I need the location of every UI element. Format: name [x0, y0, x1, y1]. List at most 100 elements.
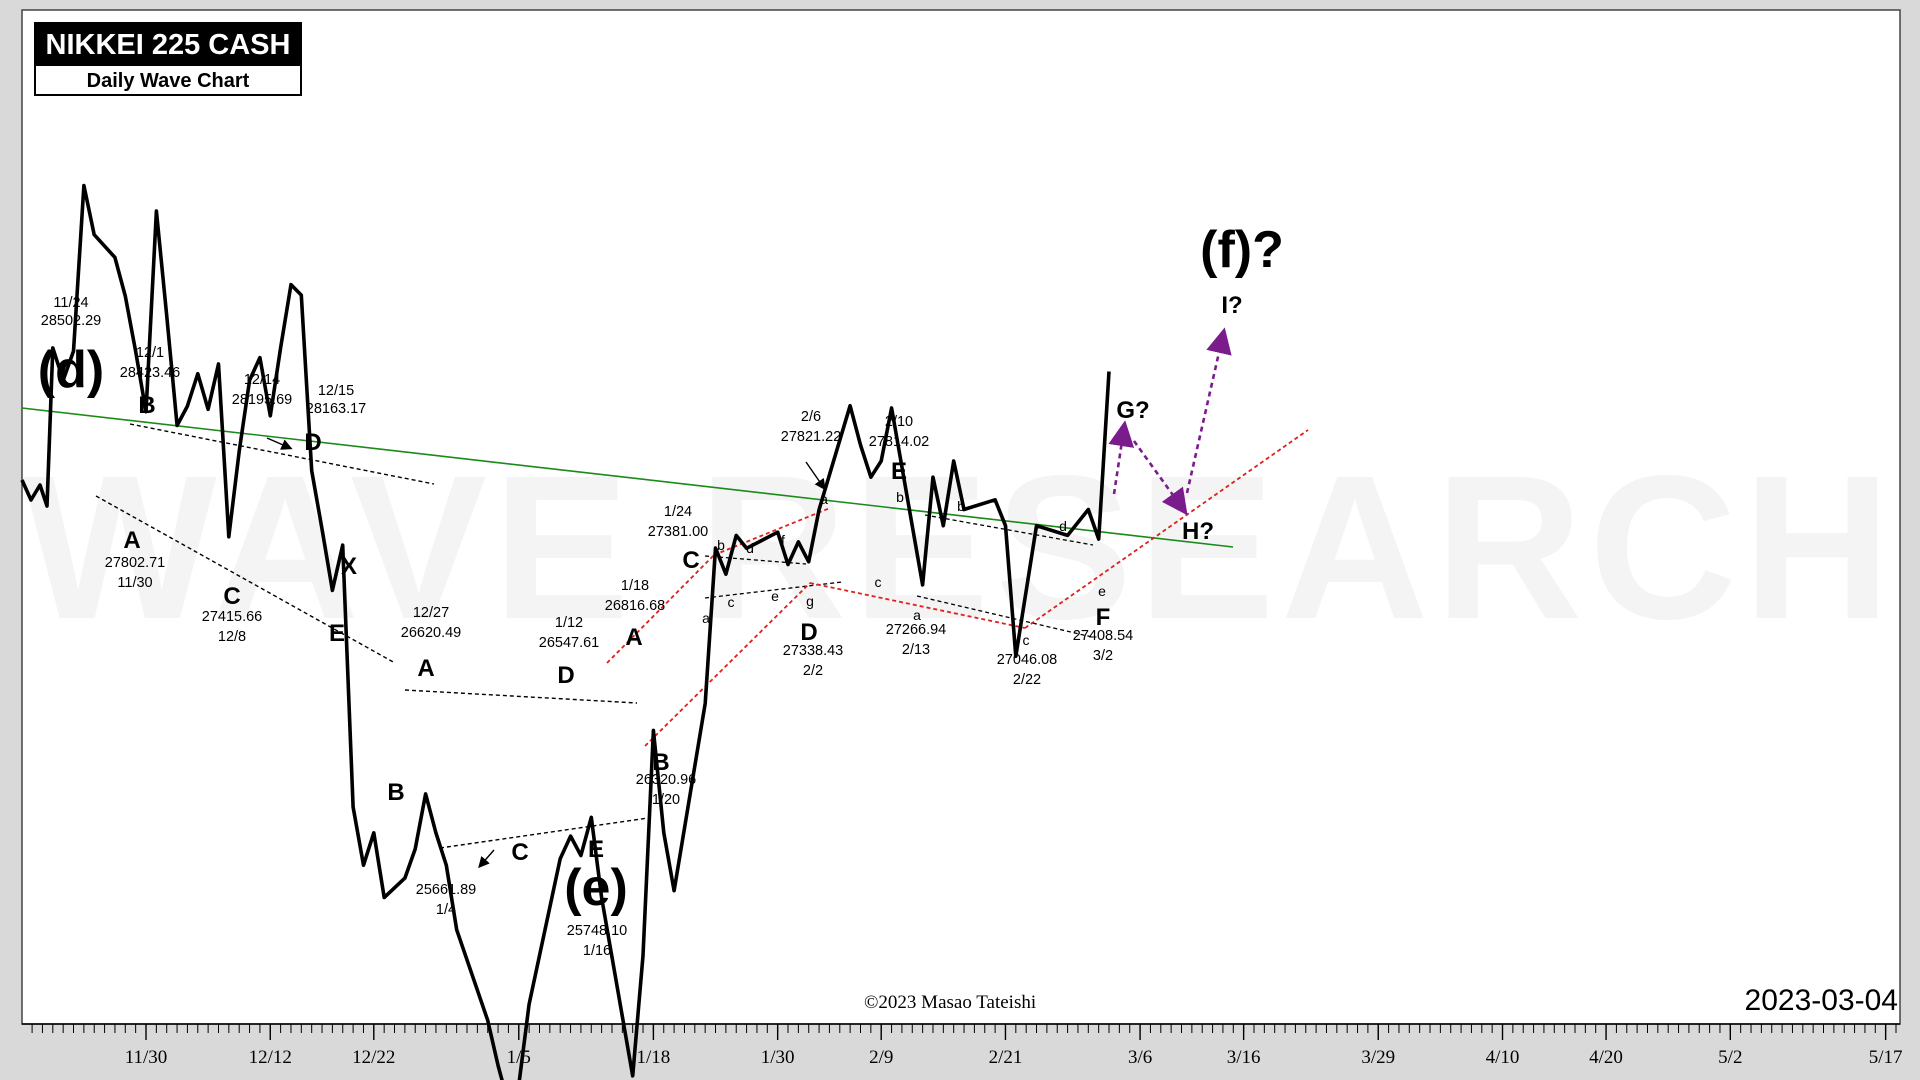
triangle2-top [924, 514, 1094, 546]
annotation-line2: 26620.49 [401, 625, 461, 641]
pointer-arrow [478, 849, 495, 869]
wave-label: (d) [38, 341, 104, 399]
price-series [20, 183, 1111, 1080]
annotation-line2: 1/16 [583, 943, 611, 959]
wave-labels: (d)BACDXEABCDE(e)ABCDEFG?H?I?(f)?abcdefg… [38, 221, 1284, 917]
wave-label: A [625, 624, 642, 651]
plot-background [21, 9, 1901, 1025]
wave-label: (e) [564, 859, 628, 917]
red-channel-upper-1 [606, 554, 715, 664]
projection-arrows [266, 327, 1232, 869]
wave-label: c [728, 594, 735, 610]
annotation-line2: 3/2 [1093, 648, 1113, 664]
wave-label: D [304, 429, 321, 456]
x-tick-label: 4/20 [1589, 1047, 1623, 1068]
wave-label: e [771, 588, 779, 604]
wave-label: E [588, 836, 604, 863]
wave-label: D [557, 662, 574, 689]
annotation-line1: 11/24 [53, 295, 88, 311]
wave-label: b [957, 498, 965, 514]
x-tick-label: 11/30 [125, 1047, 168, 1068]
annotation-line1: 1/24 [664, 504, 692, 520]
wave-label: b [717, 537, 725, 553]
annotation-line2: 2/13 [902, 642, 930, 658]
x-tick-label: 4/10 [1486, 1047, 1520, 1068]
annotation-line2: 28195.69 [232, 392, 292, 408]
chart-subtitle: Daily Wave Chart [86, 70, 250, 92]
pointer-arrow [805, 461, 826, 491]
lower-trendline-d [95, 495, 396, 664]
x-tick-label: 5/17 [1869, 1047, 1903, 1068]
annotation-line1: 25661.89 [416, 882, 476, 898]
annotation-line2: 26816.68 [605, 598, 665, 614]
x-tick-label: 3/6 [1128, 1047, 1152, 1068]
wave-label: H? [1182, 518, 1214, 545]
price-line [20, 183, 1111, 1080]
x-tick-label: 12/22 [352, 1047, 395, 1068]
wave-label: f [781, 532, 785, 548]
upper-trendline-e [404, 689, 638, 704]
projection-arrow [1132, 440, 1188, 516]
price-annotations: 11/24 28502.29 12/1 28423.46 12/14 28195.69 12… [41, 295, 1133, 959]
x-tick-label: 12/12 [249, 1047, 292, 1068]
wave-label: (f)? [1200, 221, 1284, 279]
wave-label: c [1023, 632, 1030, 648]
wave-label: G? [1116, 397, 1149, 424]
wave-label: d [1059, 518, 1067, 534]
wave-label: B [138, 392, 155, 419]
annotation-line1: 27046.08 [997, 652, 1057, 668]
wave-label: E [891, 458, 907, 485]
annotation-line1: 1/18 [621, 578, 649, 594]
wave-label: c [875, 574, 882, 590]
annotation-line1: 12/27 [413, 605, 449, 621]
chart-title: NIKKEI 225 CASH [36, 24, 300, 66]
red-channel-mid [809, 582, 1026, 629]
x-tick-label: 3/29 [1361, 1047, 1395, 1068]
x-tick-label: 1/30 [761, 1047, 795, 1068]
wave-label: a [913, 607, 921, 623]
annotation-line1: 12/15 [318, 383, 354, 399]
annotation-line1: 27266.94 [886, 622, 946, 638]
annotation-line2: 27381.00 [648, 524, 708, 540]
upper-trendline-d [129, 423, 435, 485]
watermark: WAVE RESEARCH [23, 433, 1897, 662]
annotation-line2: 26547.61 [539, 635, 599, 651]
copyright: ©2023 Masao Tateishi [864, 992, 1037, 1013]
wave-label: D [800, 619, 817, 646]
projection-arrow [1185, 327, 1232, 494]
annotation-line2: 28163.17 [306, 401, 366, 417]
x-tick-label: 2/21 [989, 1047, 1023, 1068]
title-box: NIKKEI 225 CASH Daily Wave Chart [34, 22, 302, 96]
annotation-line2: 2/2 [803, 663, 823, 679]
projection-arrow [1108, 420, 1135, 495]
red-channel-rising [1024, 429, 1309, 629]
x-axis: 11/30 12/12 12/22 1/5 1/18 1/30 2/9 2/21 3/6 3/16… [22, 1023, 1903, 1068]
wave-label: I? [1221, 292, 1242, 319]
wave-label: a [702, 610, 710, 626]
annotation-line1: 12/14 [244, 372, 280, 388]
wave-label: b [896, 489, 904, 505]
wave-label: a [820, 491, 828, 507]
annotation-line2: 27814.02 [869, 434, 929, 450]
annotation-line2: 27821.22 [781, 429, 841, 445]
wave-label: B [652, 749, 669, 776]
x-tick-label: 1/18 [637, 1047, 671, 1068]
wave-label: C [511, 839, 528, 866]
annotation-line1: 12/1 [136, 345, 164, 361]
annotation-line1: 1/12 [555, 615, 583, 631]
annotation-line2: 1/4 [436, 902, 456, 918]
annotation-line2: 1/20 [652, 792, 680, 808]
annotation-line1: 27408.54 [1073, 628, 1133, 644]
x-tick-label: 1/5 [507, 1047, 531, 1068]
annotation-line2: 28423.46 [120, 365, 180, 381]
annotation-line1: 27415.66 [202, 609, 262, 625]
lower-trendline-e [439, 817, 649, 849]
wave-label: d [746, 540, 754, 556]
x-tick-label: 3/16 [1227, 1047, 1261, 1068]
wave-label: A [123, 527, 140, 554]
pointer-arrow [266, 437, 293, 450]
wave-label: C [223, 583, 240, 610]
wave-label: E [329, 620, 345, 647]
wave-label: X [341, 553, 357, 580]
